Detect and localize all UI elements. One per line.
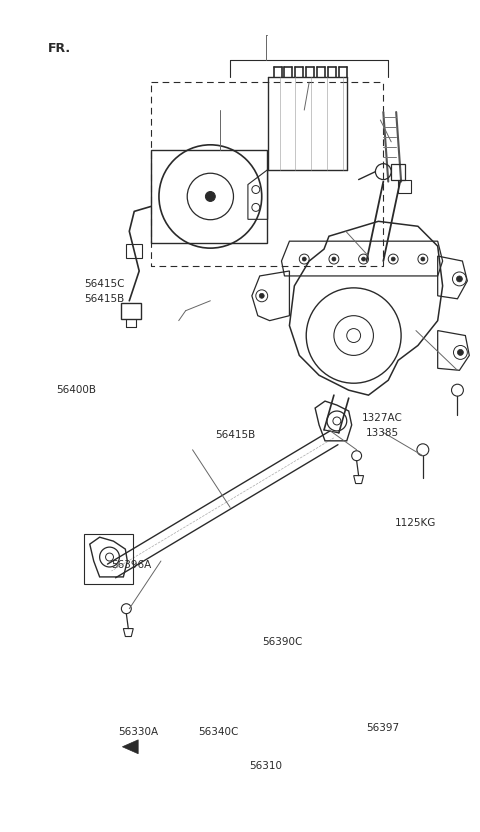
Circle shape [302,257,306,261]
Text: 56310: 56310 [250,760,283,770]
Text: 1327AC: 1327AC [362,413,403,423]
Text: 56415B: 56415B [84,294,125,304]
Text: 13385: 13385 [366,428,399,438]
Text: 56330A: 56330A [118,726,158,736]
Circle shape [457,349,463,355]
Polygon shape [122,740,138,754]
Circle shape [361,257,366,261]
Circle shape [456,276,462,282]
Text: 56415C: 56415C [84,279,125,289]
Text: 56340C: 56340C [198,726,239,736]
Text: 56396A: 56396A [111,560,151,570]
Circle shape [421,257,425,261]
Text: 56397: 56397 [366,723,399,733]
Text: 56415B: 56415B [215,430,255,440]
Text: 56390C: 56390C [263,636,303,646]
Text: FR.: FR. [48,42,71,55]
Circle shape [205,191,216,201]
Circle shape [391,257,395,261]
Circle shape [259,294,264,299]
Circle shape [332,257,336,261]
Text: 56400B: 56400B [56,384,96,394]
Text: 1125KG: 1125KG [395,518,436,528]
